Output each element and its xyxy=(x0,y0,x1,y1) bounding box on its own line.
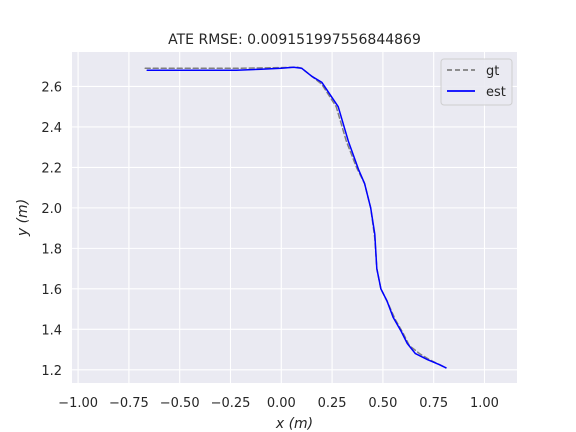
y-tick-label: 1.8 xyxy=(41,242,62,257)
y-tick-label: 2.0 xyxy=(41,202,62,217)
legend-est-label: est xyxy=(486,85,506,100)
x-tick-label: 0.75 xyxy=(419,396,448,411)
x-tick-label: 0.00 xyxy=(267,396,296,411)
y-tick-label: 1.2 xyxy=(41,364,62,379)
x-tick-label: −0.25 xyxy=(211,396,251,411)
y-tick-label: 1.4 xyxy=(41,323,62,338)
x-tick-label: −0.50 xyxy=(160,396,200,411)
x-tick-label: 1.00 xyxy=(470,396,499,411)
plot-area xyxy=(72,52,517,383)
x-axis-label: x (m) xyxy=(275,416,313,432)
x-tick-label: 0.50 xyxy=(368,396,397,411)
y-tick-label: 2.2 xyxy=(41,161,62,176)
y-axis-label: y (m) xyxy=(15,199,31,237)
legend-gt-label: gt xyxy=(486,64,499,79)
x-tick-label: −1.00 xyxy=(58,396,98,411)
legend: gt est xyxy=(440,58,513,106)
y-tick-labels: 1.2 1.4 1.6 1.8 2.0 2.2 2.4 2.6 xyxy=(41,80,62,378)
y-tick-label: 2.6 xyxy=(41,80,62,95)
x-tick-labels: −1.00 −0.75 −0.50 −0.25 0.00 0.25 0.50 0.75 1.00 xyxy=(58,396,499,411)
series-est-line xyxy=(146,66,447,369)
x-tick-label: 0.25 xyxy=(318,396,347,411)
y-tick-label: 2.4 xyxy=(41,121,62,136)
chart-title: ATE RMSE: 0.009151997556844869 xyxy=(168,32,421,48)
y-tick-label: 1.6 xyxy=(41,283,62,298)
x-tick-label: −0.75 xyxy=(109,396,149,411)
series-layer xyxy=(144,66,447,369)
